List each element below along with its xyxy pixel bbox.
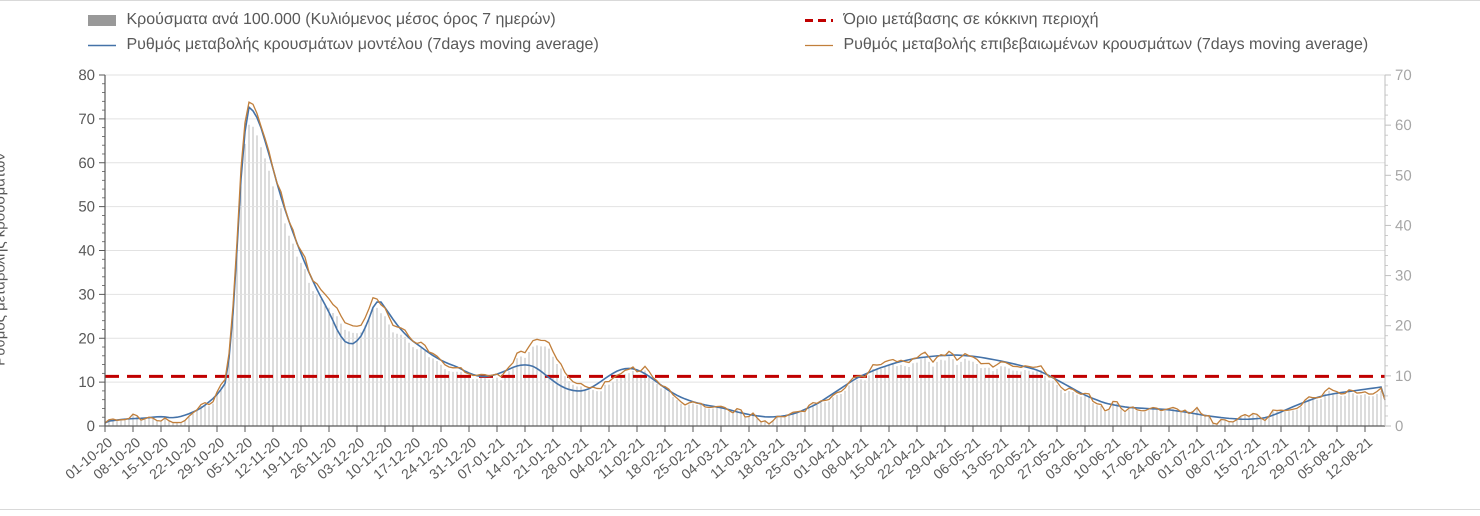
svg-text:40: 40 — [1395, 217, 1412, 234]
svg-text:50: 50 — [1395, 167, 1412, 184]
svg-text:60: 60 — [1395, 117, 1412, 134]
svg-text:60: 60 — [78, 155, 95, 172]
svg-text:0: 0 — [87, 418, 95, 435]
svg-text:0: 0 — [1395, 418, 1403, 435]
svg-text:20: 20 — [78, 330, 95, 347]
svg-text:10: 10 — [78, 374, 95, 391]
svg-text:30: 30 — [1395, 268, 1412, 285]
svg-text:30: 30 — [78, 286, 95, 303]
svg-text:10: 10 — [1395, 368, 1412, 385]
svg-text:20: 20 — [1395, 318, 1412, 335]
svg-text:70: 70 — [1395, 67, 1412, 84]
svg-text:80: 80 — [78, 67, 95, 84]
svg-text:50: 50 — [78, 199, 95, 216]
svg-text:70: 70 — [78, 111, 95, 128]
svg-text:40: 40 — [78, 243, 95, 260]
